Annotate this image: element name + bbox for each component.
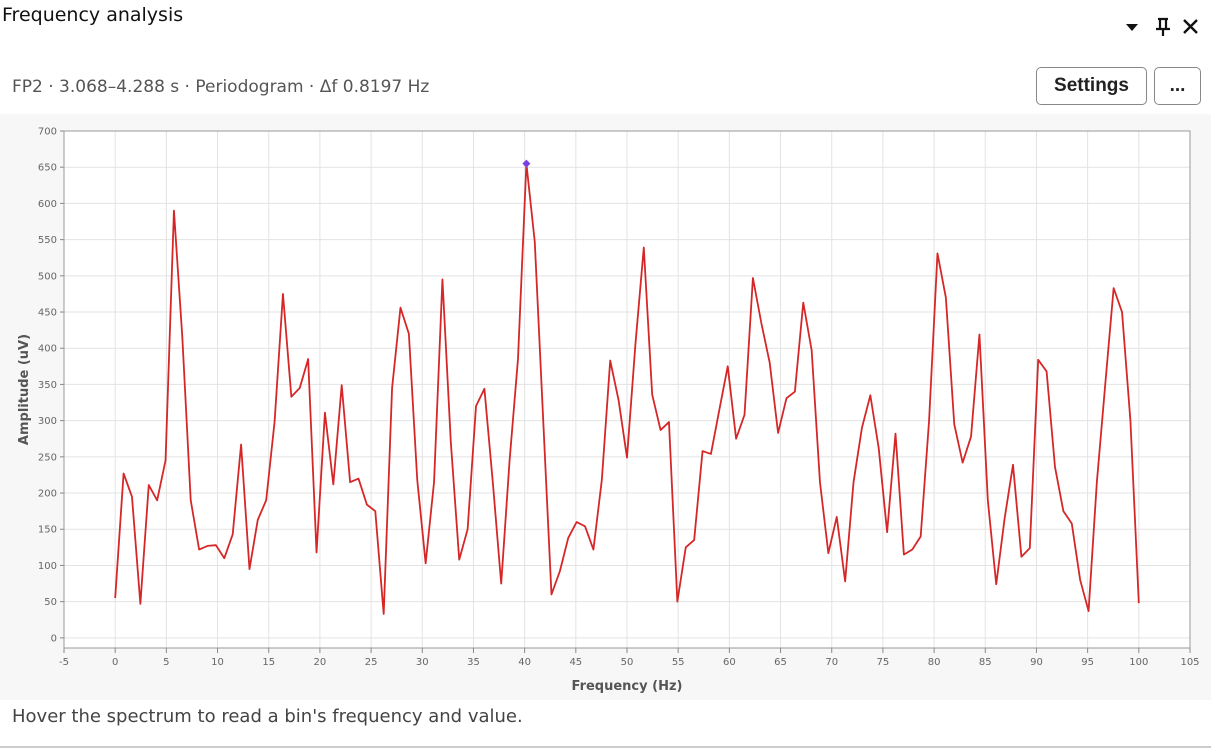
analysis-summary: FP2 · 3.068–4.288 s · Periodogram · Δf 0… (12, 77, 430, 97)
peak-marker (522, 159, 531, 168)
x-tick-label: 0 (112, 657, 118, 668)
y-tick-label: 450 (38, 308, 57, 319)
y-tick-label: 700 (38, 127, 57, 138)
x-tick-label: 55 (672, 657, 685, 668)
x-tick-label: 90 (1030, 657, 1043, 668)
settings-button[interactable]: Settings (1036, 67, 1147, 105)
x-tick-label: 105 (1180, 657, 1199, 668)
x-tick-label: 85 (979, 657, 992, 668)
more-button[interactable]: ... (1154, 67, 1201, 105)
x-tick-label: 100 (1129, 657, 1148, 668)
y-tick-label: 150 (38, 525, 57, 536)
x-tick-label: 95 (1081, 657, 1094, 668)
close-icon[interactable] (1183, 19, 1198, 34)
x-tick-label: 70 (825, 657, 838, 668)
x-tick-label: 65 (774, 657, 787, 668)
x-tick-label: 75 (877, 657, 890, 668)
x-tick-label: 50 (621, 657, 634, 668)
x-tick-label: 15 (262, 657, 275, 668)
y-tick-label: 200 (38, 489, 57, 500)
y-tick-label: 50 (44, 597, 57, 608)
dropdown-icon[interactable] (1126, 24, 1138, 31)
x-tick-label: 45 (569, 657, 582, 668)
y-tick-label: 0 (51, 633, 57, 644)
y-tick-label: 400 (38, 344, 57, 355)
y-tick-label: 500 (38, 271, 57, 282)
plot-border (63, 130, 1191, 649)
y-tick-label: 100 (38, 561, 57, 572)
hint-text: Hover the spectrum to read a bin's frequ… (12, 706, 523, 727)
y-tick-label: 250 (38, 452, 57, 463)
spectrum-line (114, 162, 1140, 615)
x-tick-label: 10 (211, 657, 224, 668)
y-tick-label: 350 (38, 380, 57, 391)
x-tick-label: -5 (59, 657, 69, 668)
panel-title: Frequency analysis (2, 4, 184, 26)
y-axis-label: Amplitude (uV) (17, 334, 32, 445)
pin-icon[interactable] (1156, 17, 1170, 36)
x-tick-label: 35 (467, 657, 480, 668)
x-tick-label: 30 (416, 657, 429, 668)
x-tick-label: 25 (365, 657, 378, 668)
x-tick-label: 5 (163, 657, 169, 668)
x-tick-label: 80 (928, 657, 941, 668)
y-tick-label: 650 (38, 163, 57, 174)
x-tick-label: 40 (518, 657, 531, 668)
spectrum-chart[interactable]: 0501001502002503003504004505005506006507… (0, 114, 1211, 700)
x-tick-label: 20 (314, 657, 327, 668)
y-tick-label: 550 (38, 235, 57, 246)
x-tick-label: 60 (723, 657, 736, 668)
divider (0, 746, 1211, 748)
y-tick-label: 300 (38, 416, 57, 427)
window-controls (1126, 17, 1198, 36)
y-tick-label: 600 (38, 199, 57, 210)
x-axis-label: Frequency (Hz) (572, 679, 683, 694)
